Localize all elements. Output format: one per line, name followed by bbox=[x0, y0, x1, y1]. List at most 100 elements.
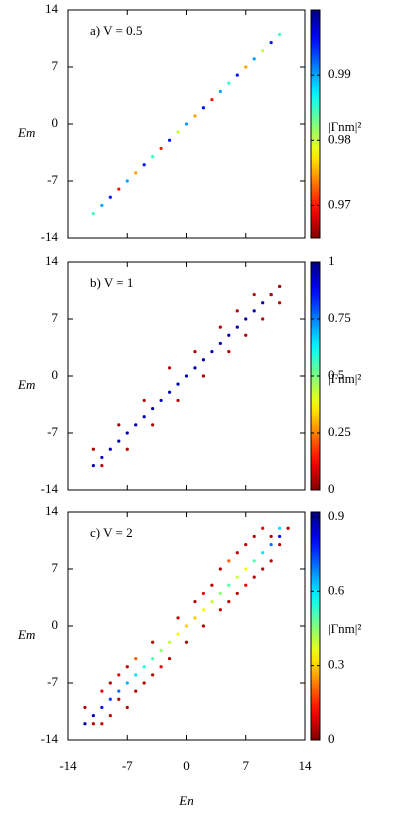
point bbox=[286, 526, 290, 530]
panel-label: a) V = 0.5 bbox=[90, 23, 142, 38]
point bbox=[218, 591, 222, 596]
x-tick-label: 0 bbox=[183, 758, 190, 773]
colorbar-label: |Γnm|² bbox=[328, 119, 361, 134]
point bbox=[193, 599, 197, 604]
point bbox=[252, 292, 256, 297]
point bbox=[108, 195, 112, 199]
y-tick-label: 14 bbox=[45, 1, 59, 16]
point bbox=[91, 463, 95, 468]
point bbox=[235, 325, 239, 329]
panel-label: b) V = 1 bbox=[90, 275, 133, 290]
y-tick-label: -7 bbox=[47, 674, 58, 689]
point bbox=[210, 97, 214, 102]
colorbar-tick-label: 0.98 bbox=[328, 131, 351, 146]
point bbox=[210, 349, 214, 354]
y-tick-label: 0 bbox=[52, 617, 59, 632]
point bbox=[218, 89, 222, 94]
point bbox=[278, 284, 282, 289]
point bbox=[278, 32, 282, 37]
colorbar-tick-label: 0.75 bbox=[328, 310, 351, 325]
point bbox=[151, 656, 155, 661]
point bbox=[176, 616, 180, 620]
point bbox=[235, 551, 239, 555]
point bbox=[125, 705, 129, 710]
colorbar-tick-label: 0 bbox=[328, 731, 335, 746]
point bbox=[261, 301, 265, 305]
point bbox=[210, 599, 214, 604]
point bbox=[227, 81, 231, 85]
point bbox=[151, 640, 155, 644]
y-tick-label: -14 bbox=[41, 229, 59, 244]
point bbox=[125, 665, 129, 669]
y-tick-label: -14 bbox=[41, 731, 59, 746]
point bbox=[278, 301, 282, 305]
point bbox=[269, 542, 273, 547]
point bbox=[201, 608, 206, 612]
point bbox=[176, 632, 180, 636]
point bbox=[261, 551, 265, 555]
colorbar-tick-label: 0.5 bbox=[328, 367, 344, 382]
colorbar-tick-label: 0.97 bbox=[328, 196, 351, 211]
point bbox=[218, 341, 222, 346]
point bbox=[117, 439, 121, 443]
point bbox=[227, 349, 231, 354]
point bbox=[193, 349, 197, 354]
point bbox=[167, 390, 172, 394]
point bbox=[244, 583, 248, 587]
point bbox=[210, 583, 214, 587]
y-tick-label: -7 bbox=[47, 424, 58, 439]
colorbar-label: |Γnm|² bbox=[328, 621, 361, 636]
point bbox=[91, 722, 95, 726]
y-axis-label: Em bbox=[17, 125, 35, 140]
point bbox=[201, 591, 206, 596]
colorbar-tick-label: 0.3 bbox=[328, 657, 344, 672]
point bbox=[117, 187, 121, 191]
point bbox=[193, 114, 197, 118]
point bbox=[159, 648, 163, 653]
point bbox=[100, 455, 104, 460]
point bbox=[117, 423, 121, 427]
colorbar-label: |Γnm|² bbox=[328, 371, 361, 386]
point bbox=[184, 624, 189, 628]
point bbox=[235, 73, 239, 77]
colorbar bbox=[310, 9, 321, 239]
point bbox=[261, 49, 265, 53]
point bbox=[151, 406, 155, 411]
x-axis-label: En bbox=[178, 793, 193, 808]
point bbox=[125, 447, 129, 451]
point bbox=[235, 591, 239, 596]
point bbox=[244, 333, 248, 337]
point bbox=[244, 542, 248, 547]
y-tick-label: 0 bbox=[52, 367, 59, 382]
point bbox=[100, 463, 104, 468]
point bbox=[278, 526, 282, 530]
point bbox=[269, 534, 273, 539]
point bbox=[218, 325, 222, 329]
point bbox=[159, 146, 163, 151]
point bbox=[176, 382, 180, 386]
point bbox=[261, 526, 265, 530]
point bbox=[91, 447, 95, 451]
point bbox=[142, 665, 146, 669]
point bbox=[184, 640, 189, 644]
point bbox=[201, 358, 206, 362]
point bbox=[193, 366, 197, 370]
point bbox=[142, 398, 146, 403]
point bbox=[134, 656, 138, 661]
point bbox=[134, 423, 138, 427]
point bbox=[134, 171, 138, 175]
point bbox=[218, 567, 222, 571]
point bbox=[167, 366, 172, 370]
point bbox=[83, 705, 87, 710]
point bbox=[125, 179, 129, 183]
colorbar bbox=[310, 511, 321, 741]
point bbox=[269, 559, 273, 563]
y-tick-label: 7 bbox=[52, 310, 59, 325]
point bbox=[201, 374, 206, 378]
point bbox=[261, 317, 265, 321]
point bbox=[201, 624, 206, 628]
point bbox=[117, 689, 121, 693]
x-tick-label: 14 bbox=[299, 758, 313, 773]
point bbox=[108, 681, 112, 685]
